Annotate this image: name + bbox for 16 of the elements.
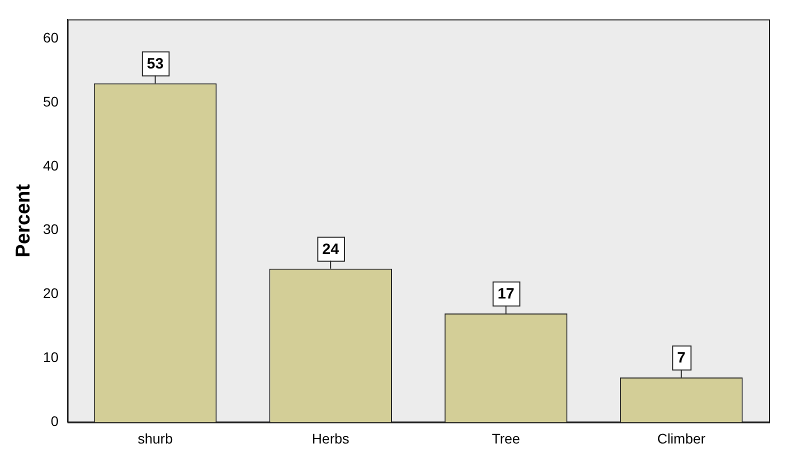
y-tick-label: 0 xyxy=(50,413,59,430)
x-tick-label: Herbs xyxy=(312,430,350,446)
x-tick-label: Tree xyxy=(492,430,520,446)
data-label: 24 xyxy=(322,240,340,258)
y-axis-title: Percent xyxy=(12,184,35,258)
x-tick-label: Climber xyxy=(657,430,706,446)
data-label: 7 xyxy=(677,350,686,367)
x-tick-label: shurb xyxy=(138,430,173,446)
data-label: 17 xyxy=(498,286,514,303)
y-tick-label: 50 xyxy=(42,93,59,110)
y-tick-label: 10 xyxy=(42,349,59,366)
y-tick-label: 20 xyxy=(42,285,59,302)
data-label: 53 xyxy=(146,55,164,72)
y-tick-label: 60 xyxy=(42,29,59,46)
y-tick-label: 30 xyxy=(42,221,59,238)
y-tick-label: 40 xyxy=(42,157,59,174)
